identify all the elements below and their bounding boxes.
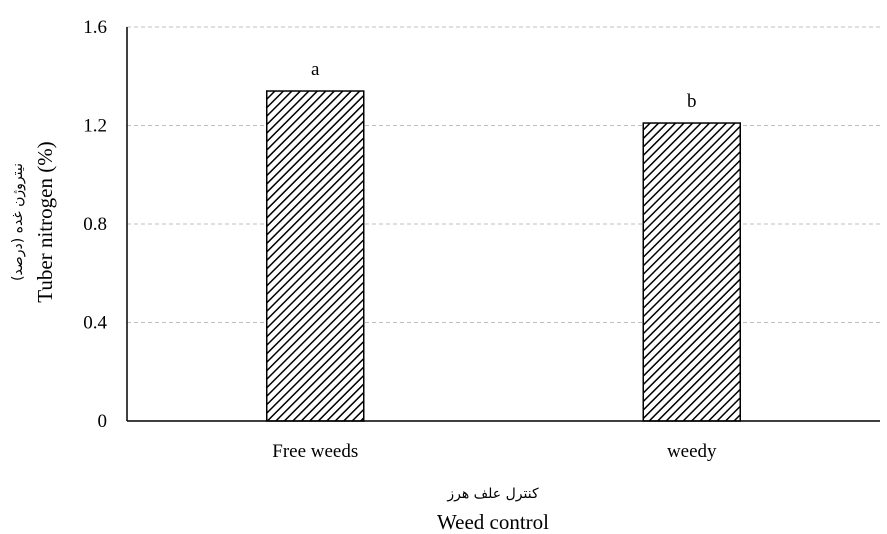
bars-group (266, 90, 741, 422)
y-tick-label: 1.6 (83, 17, 107, 38)
y-tick-labels: 0 0.4 0.8 1.2 1.6 (83, 17, 107, 432)
y-axis-title: Tuber nitrogen (%) (33, 141, 57, 302)
y-axis-title-persian: نیتروژن غده (درصد) (10, 163, 26, 281)
x-category-label: Free weeds (272, 441, 358, 462)
x-category-label: weedy (667, 441, 717, 462)
axes (126, 27, 880, 422)
y-tick-label: 0.8 (83, 214, 107, 235)
data-labels: ab (311, 59, 696, 112)
bar (642, 122, 741, 422)
y-tick-label: 1.2 (83, 116, 107, 137)
y-tick-label: 0.4 (83, 313, 107, 334)
x-axis-title-persian: کنترل علف هرز (446, 486, 539, 502)
gridlines (127, 26, 880, 323)
x-category-labels: Free weeds weedy (272, 441, 717, 462)
y-tick-label: 0 (98, 411, 108, 432)
data-label: a (311, 59, 320, 80)
bar (266, 90, 365, 422)
x-axis-title: Weed control (437, 510, 549, 534)
data-label: b (687, 91, 697, 112)
